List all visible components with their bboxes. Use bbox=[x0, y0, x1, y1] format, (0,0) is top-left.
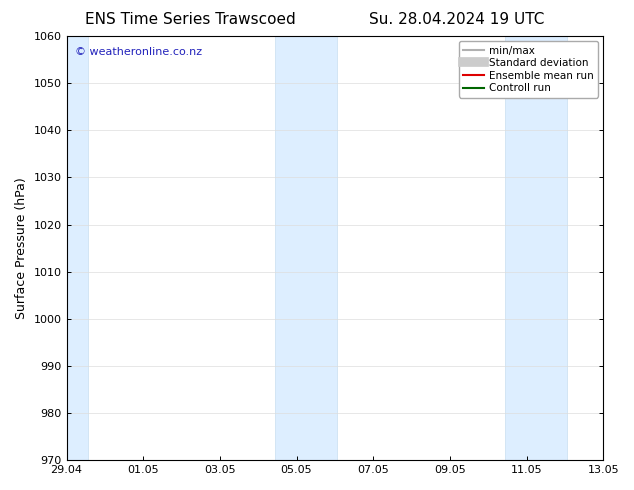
Text: Su. 28.04.2024 19 UTC: Su. 28.04.2024 19 UTC bbox=[369, 12, 544, 27]
Bar bbox=[505, 36, 567, 460]
Text: ENS Time Series Trawscoed: ENS Time Series Trawscoed bbox=[85, 12, 295, 27]
Y-axis label: Surface Pressure (hPa): Surface Pressure (hPa) bbox=[15, 177, 28, 319]
Bar bbox=[275, 36, 337, 460]
Text: © weatheronline.co.nz: © weatheronline.co.nz bbox=[75, 47, 202, 57]
Bar bbox=[65, 36, 87, 460]
Legend: min/max, Standard deviation, Ensemble mean run, Controll run: min/max, Standard deviation, Ensemble me… bbox=[459, 41, 598, 98]
